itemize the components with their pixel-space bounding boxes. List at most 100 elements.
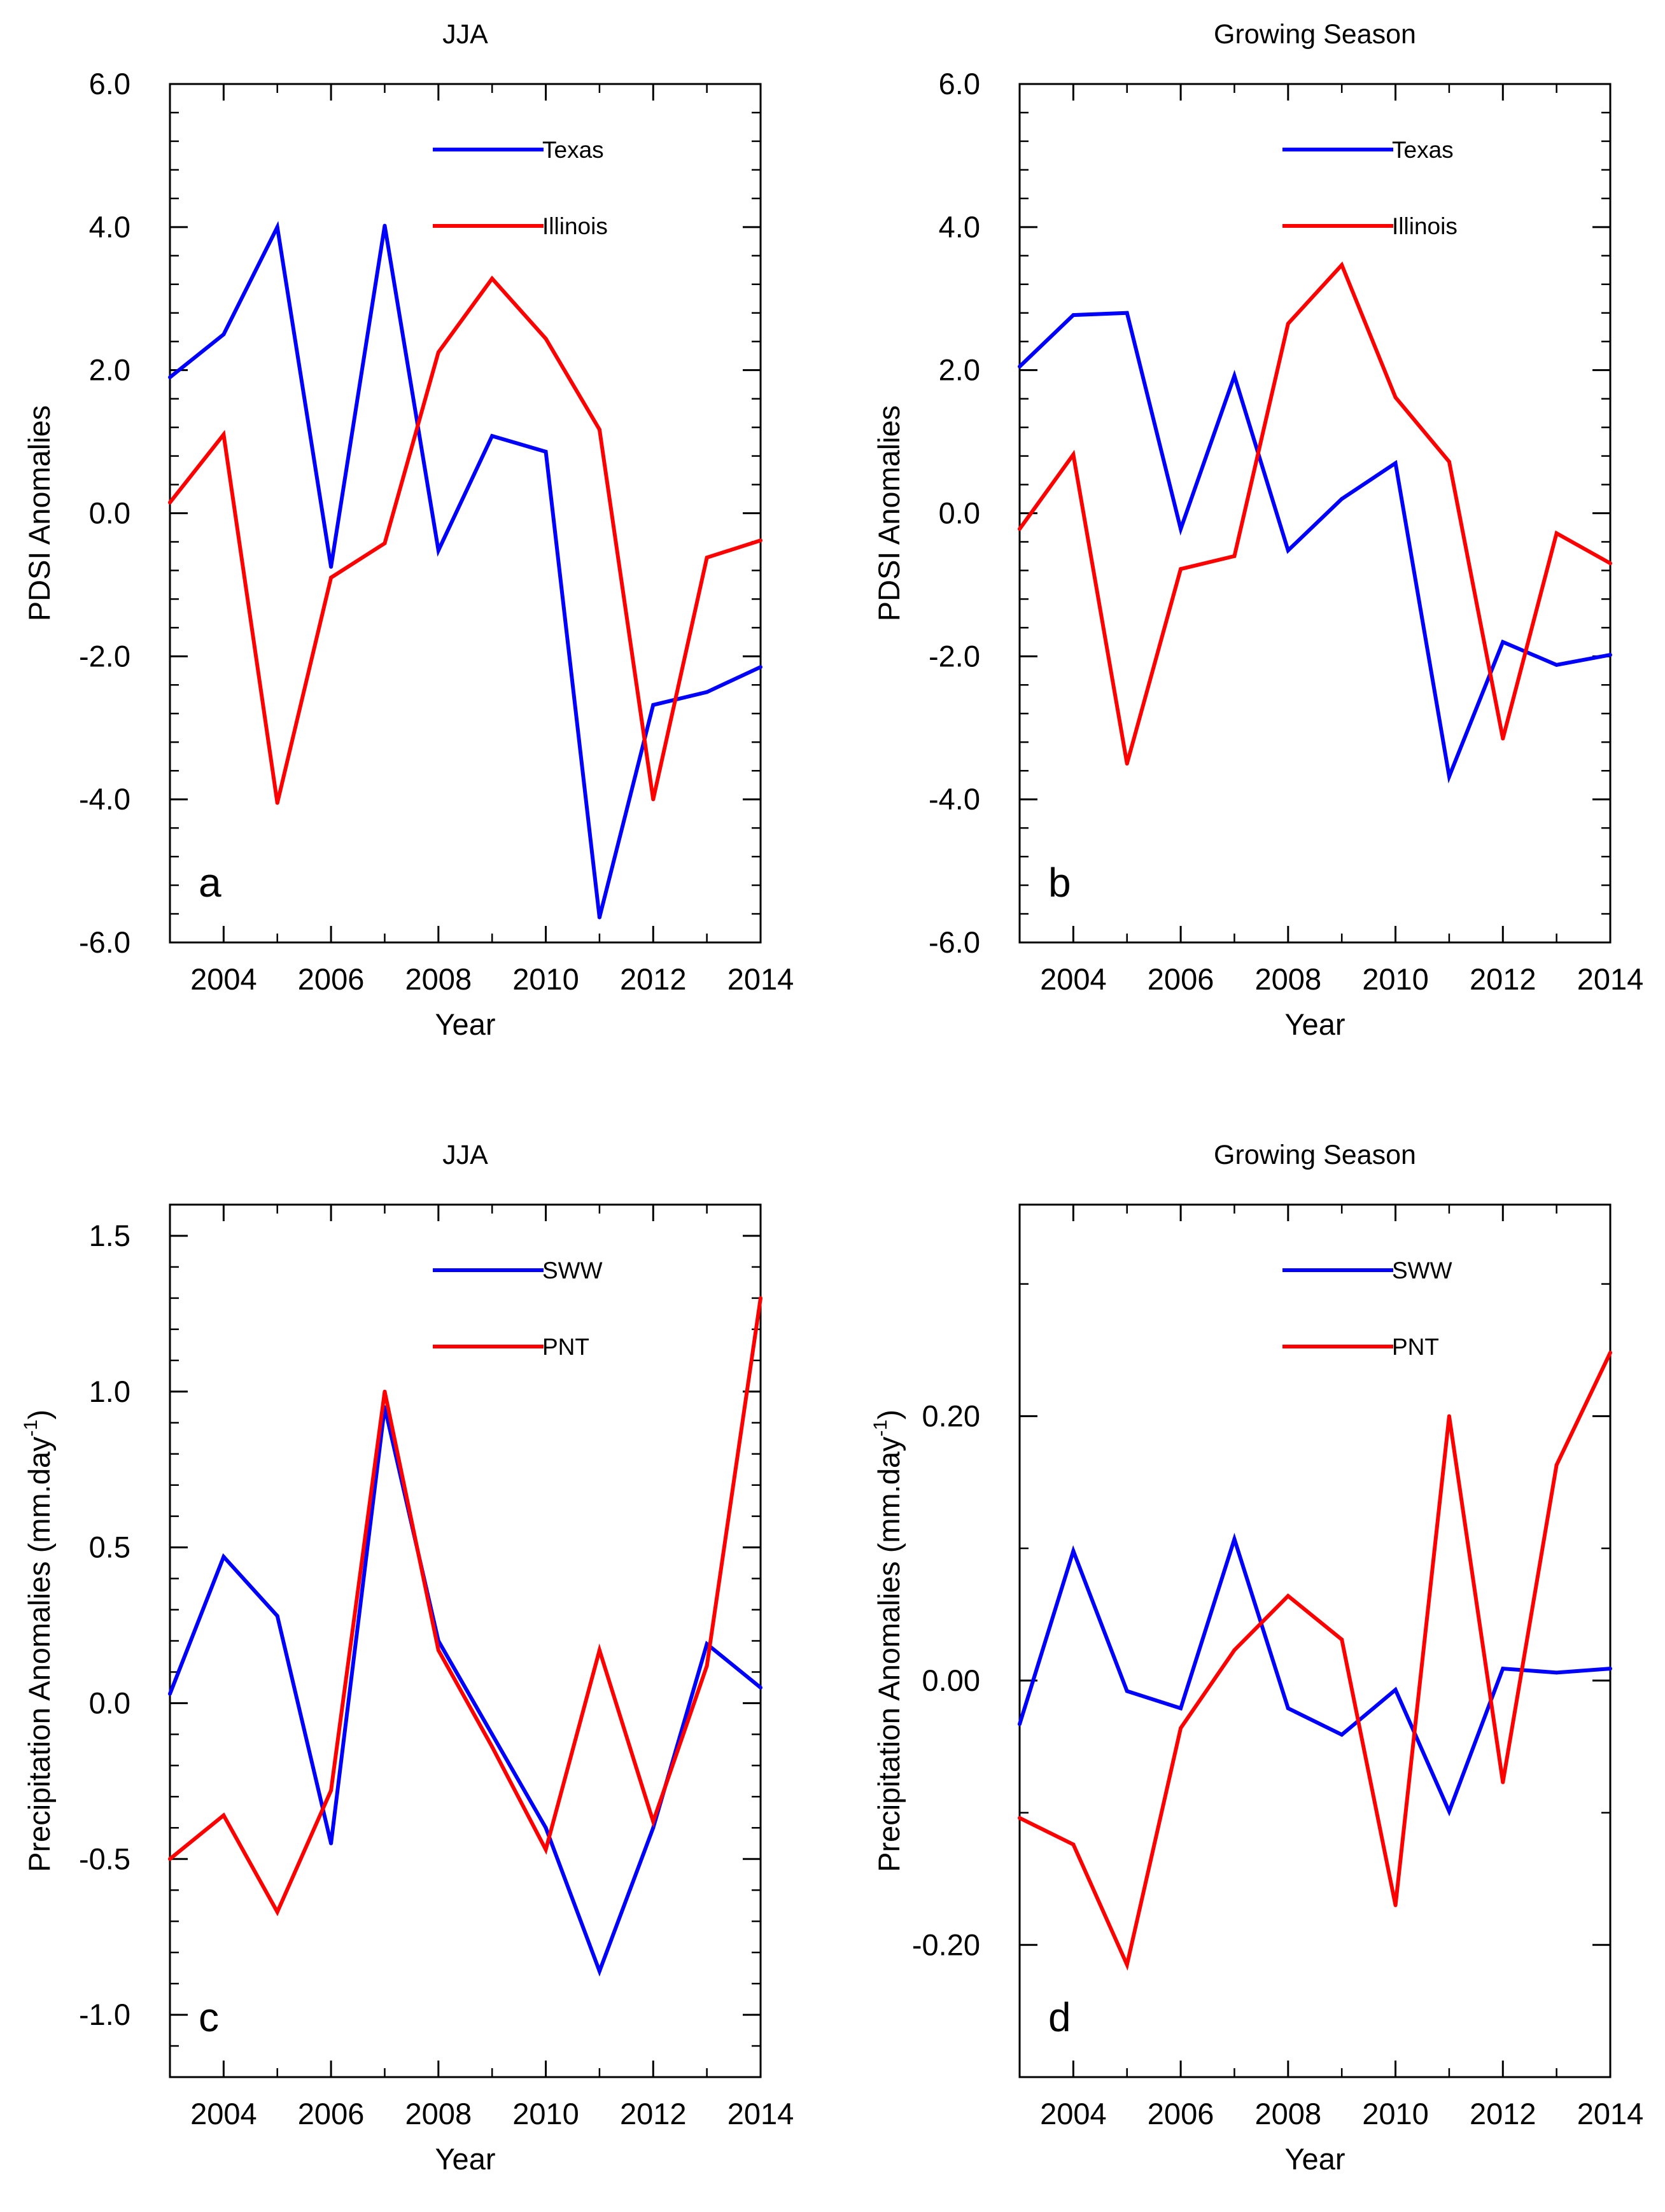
data-point xyxy=(544,449,548,454)
x-tick-label: 2014 xyxy=(1577,962,1644,996)
data-point xyxy=(436,548,440,552)
series-line xyxy=(1018,311,1611,784)
x-tick-label: 2012 xyxy=(1470,2097,1536,2131)
data-point xyxy=(544,1847,548,1852)
series-texas xyxy=(168,221,762,920)
plot-frame xyxy=(1018,1203,1612,2078)
data-point xyxy=(1340,263,1344,267)
data-point xyxy=(1554,662,1559,667)
data-point xyxy=(329,575,334,580)
x-tick-label: 2006 xyxy=(298,962,365,996)
panel-b: Growing Season 2004 2006 2008 2010 2012 2014 6.… xyxy=(872,19,1643,1041)
data-point xyxy=(1232,554,1237,558)
x-tick-label: 2014 xyxy=(727,962,794,996)
data-point xyxy=(1447,1414,1451,1418)
series-illinois xyxy=(168,276,762,805)
legend-label: SWW xyxy=(542,1257,603,1284)
x-axis-label: Year xyxy=(1285,1007,1345,1041)
y-axis-label: PDSI Anomalies xyxy=(872,405,906,622)
series-line xyxy=(169,221,762,918)
x-tick-label: 2014 xyxy=(727,2097,794,2131)
data-point xyxy=(1447,774,1451,779)
panel-c: JJA 2004 2006 2008 2010 2012 2014 1.5 1.0 0.5 0.0 -… xyxy=(20,1140,794,2176)
y-tick-label: -2.0 xyxy=(79,639,130,673)
chart-title: Growing Season xyxy=(1214,1140,1416,1170)
data-point xyxy=(1125,311,1129,315)
data-point xyxy=(221,332,226,337)
data-point xyxy=(1501,1780,1505,1784)
y-tick-label: 2.0 xyxy=(89,353,130,387)
data-point xyxy=(759,1296,762,1300)
x-axis-label: Year xyxy=(435,2142,496,2176)
y-axis-label-suffix: ) xyxy=(22,1410,56,1420)
data-point xyxy=(275,1614,279,1618)
data-point xyxy=(436,350,440,354)
x-tick-label: 2008 xyxy=(1255,962,1322,996)
data-point xyxy=(1232,1648,1237,1653)
x-tick-label: 2006 xyxy=(298,2097,365,2131)
data-point xyxy=(1071,1842,1076,1847)
data-point xyxy=(1393,461,1398,465)
data-point xyxy=(168,375,172,379)
data-point xyxy=(221,1555,226,1559)
y-axis-label-suffix: ) xyxy=(872,1410,906,1420)
data-point xyxy=(597,1648,601,1653)
x-axis-label: Year xyxy=(435,1007,496,1041)
y-tick-label: 0.5 xyxy=(89,1530,130,1564)
data-point xyxy=(1501,640,1505,644)
data-point xyxy=(436,1648,440,1653)
data-point xyxy=(1447,459,1451,464)
y-tick-label: -0.20 xyxy=(912,1928,980,1961)
data-point xyxy=(1554,1463,1559,1467)
series-line xyxy=(1018,1352,1612,1971)
data-point xyxy=(1018,365,1022,369)
data-point xyxy=(1501,736,1505,741)
x-tick-label: 2010 xyxy=(1362,2097,1429,2131)
plot-frame xyxy=(169,1203,762,2078)
data-point xyxy=(383,223,387,228)
y-tick-label: 0.0 xyxy=(89,496,130,530)
data-point xyxy=(1286,548,1290,552)
y-tick-label: 6.0 xyxy=(939,67,980,101)
x-tick-label: 2006 xyxy=(1148,962,1214,996)
data-point xyxy=(651,1819,656,1824)
y-tick-label: -2.0 xyxy=(929,639,980,673)
series-sww xyxy=(1018,1532,1612,1817)
data-point xyxy=(1447,1809,1451,1814)
series-line xyxy=(1018,1532,1611,1817)
data-point xyxy=(329,564,334,569)
x-tick-label: 2004 xyxy=(190,2097,257,2131)
y-tick-label: 6.0 xyxy=(89,67,130,101)
y-axis-label-text: PDSI Anomalies xyxy=(22,405,56,622)
panel-label: c xyxy=(199,1994,219,2040)
series-line xyxy=(168,1406,762,1977)
data-point xyxy=(490,434,495,438)
y-tick-label: -6.0 xyxy=(929,925,980,959)
y-axis-label: Precipitation Anomalies (mm.day-1) xyxy=(870,1410,906,1872)
y-tick-label: 0.0 xyxy=(89,1686,130,1719)
y-tick-label: -6.0 xyxy=(79,925,130,959)
data-point xyxy=(1125,1963,1129,1967)
data-point xyxy=(490,1744,495,1749)
data-point xyxy=(705,556,709,560)
data-point xyxy=(759,538,762,543)
y-axis-label-text: PDSI Anomalies xyxy=(872,405,906,622)
data-point xyxy=(275,225,279,229)
data-point xyxy=(1608,561,1612,566)
y-tick-label: 2.0 xyxy=(939,353,980,387)
x-tick-label: 2012 xyxy=(1470,962,1536,996)
panel-label: b xyxy=(1048,860,1071,906)
data-point xyxy=(597,1969,601,1973)
y-tick-label: 4.0 xyxy=(939,210,980,244)
data-point xyxy=(1393,1688,1398,1692)
y-axis-label: Precipitation Anomalies (mm.day-1) xyxy=(20,1410,56,1872)
x-tick-label: 2010 xyxy=(1362,962,1429,996)
series-sww xyxy=(168,1405,762,1977)
data-point xyxy=(597,427,601,431)
data-point xyxy=(544,1826,548,1830)
data-point xyxy=(651,1826,656,1830)
data-point xyxy=(759,1685,762,1690)
data-point xyxy=(168,500,172,505)
series-pnt xyxy=(168,1296,762,1917)
data-point xyxy=(1286,1593,1290,1598)
